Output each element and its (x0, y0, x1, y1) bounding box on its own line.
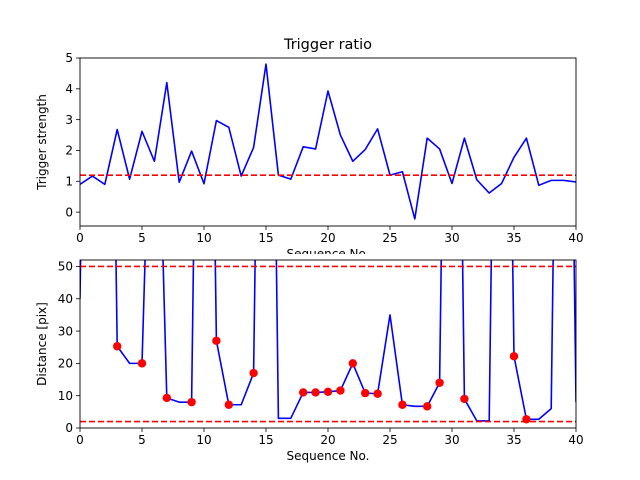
data-point-marker (137, 359, 147, 368)
x-tick-label: 5 (138, 231, 146, 245)
y-tick-label: 50 (58, 260, 73, 274)
y-tick-label: 3 (65, 113, 73, 127)
x-tick-label: 40 (568, 231, 583, 245)
plot-area (80, 63, 576, 220)
series-line-0 (80, 63, 576, 220)
x-tick-label: 30 (444, 433, 459, 447)
plot-area (80, 260, 576, 424)
y-tick-label: 1 (65, 175, 73, 189)
chart-title: Trigger ratio (283, 37, 372, 53)
data-point-marker (348, 359, 357, 368)
data-point-marker (224, 400, 233, 409)
x-tick-label: 0 (76, 433, 84, 447)
y-tick-label: 0 (65, 205, 73, 219)
y-tick-label: 5 (65, 51, 73, 65)
x-tick-label: 10 (196, 231, 211, 245)
data-point-marker (311, 388, 320, 397)
y-tick-label: 10 (58, 389, 73, 403)
x-tick-label: 25 (382, 231, 397, 245)
y-tick-label: 40 (58, 292, 73, 306)
data-point-marker (509, 352, 519, 361)
x-tick-label: 5 (138, 433, 146, 447)
data-point-marker (162, 393, 171, 403)
x-tick-label: 30 (444, 231, 459, 245)
y-tick-label: 20 (58, 357, 73, 371)
x-tick-label: 40 (568, 433, 583, 447)
data-point-marker (373, 389, 382, 398)
data-point-marker (249, 368, 258, 378)
data-point-marker (336, 386, 345, 395)
x-tick-label: 15 (258, 231, 273, 245)
data-point-marker (522, 415, 531, 424)
data-point-marker (212, 336, 221, 345)
data-point-marker (361, 388, 370, 398)
x-tick-label: 10 (196, 433, 211, 447)
distance-panel-background (0, 254, 640, 428)
trigger-ratio-panel: 0510152025303540012345Sequence No.Trigge… (35, 37, 584, 261)
data-point-marker (187, 397, 196, 407)
y-tick-label: 0 (65, 421, 73, 435)
y-tick-label: 2 (65, 144, 73, 158)
y-tick-label: 30 (58, 324, 73, 338)
data-point-marker (435, 378, 444, 387)
x-tick-label: 35 (506, 433, 521, 447)
x-tick-label: 35 (506, 231, 521, 245)
x-axis-label: Sequence No. (287, 449, 370, 463)
data-point-marker (299, 388, 308, 397)
data-point-marker (323, 387, 333, 397)
distance-panel: 0 5 10 15 20 25 30 35 40 0 10 20 30 40 50 Sequence No. D… (0, 254, 640, 463)
x-tick-label: 25 (382, 433, 397, 447)
data-point-marker (398, 400, 407, 409)
x-tick-label: 20 (320, 231, 335, 245)
data-point-marker (460, 394, 469, 404)
x-tick-label: 15 (258, 433, 273, 447)
x-tick-label: 20 (320, 433, 335, 447)
data-point-marker (113, 342, 122, 351)
x-tick-label: 0 (76, 231, 84, 245)
y-tick-label: 4 (65, 82, 73, 96)
y-axis-label: Trigger strength (35, 94, 49, 191)
data-point-marker (423, 402, 432, 411)
y-axis-label: Distance [pix] (35, 302, 49, 386)
